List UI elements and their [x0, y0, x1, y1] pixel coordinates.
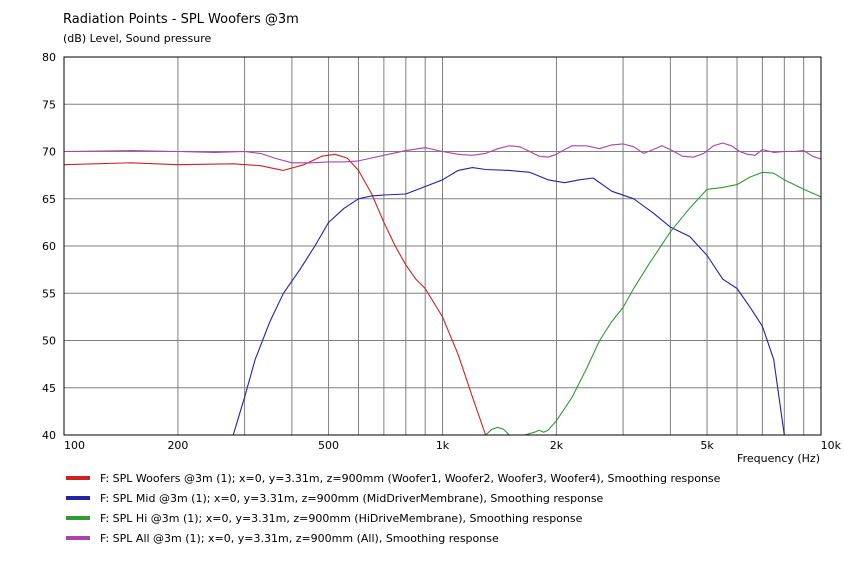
y-tick-label: 60: [42, 240, 56, 253]
y-tick-label: 65: [42, 193, 56, 206]
y-tick-label: 70: [42, 146, 56, 159]
y-tick-label: 40: [42, 429, 56, 442]
legend-label: F: SPL Mid @3m (1); x=0, y=3.31m, z=900m…: [100, 491, 604, 505]
x-tick-label: 5k: [700, 439, 714, 452]
legend-swatch: [66, 496, 90, 500]
series-line-2: [232, 167, 785, 436]
legend-item: F: SPL Hi @3m (1); x=0, y=3.31m, z=900mm…: [66, 508, 720, 528]
legend: F: SPL Woofers @3m (1); x=0, y=3.31m, z=…: [66, 468, 720, 548]
legend-label: F: SPL All @3m (1); x=0, y=3.31m, z=900m…: [100, 531, 499, 545]
x-tick-label: 200: [167, 439, 188, 452]
legend-item: F: SPL Mid @3m (1); x=0, y=3.31m, z=900m…: [66, 488, 720, 508]
frequency-response-chart: 80 75 70 65 60 55 50 45 40 100 200 500 1k 2k 5k 10k Fr…: [42, 51, 842, 465]
x-tick-label: 2k: [550, 439, 564, 452]
legend-swatch: [66, 516, 90, 520]
x-tick-label: 100: [64, 439, 85, 452]
legend-swatch: [66, 476, 90, 480]
legend-swatch: [66, 536, 90, 540]
series-line-4: [63, 142, 822, 164]
plot-frame: [63, 56, 822, 436]
series-line-1: [63, 153, 487, 436]
x-axis-label: Frequency (Hz): [737, 452, 820, 465]
x-tick-labels: 100 200 500 1k 2k 5k 10k: [64, 439, 842, 452]
legend-item: F: SPL Woofers @3m (1); x=0, y=3.31m, z=…: [66, 468, 720, 488]
legend-label: F: SPL Hi @3m (1); x=0, y=3.31m, z=900mm…: [100, 511, 583, 525]
y-tick-labels: 80 75 70 65 60 55 50 45 40: [42, 51, 56, 442]
y-tick-label: 80: [42, 51, 56, 64]
y-tick-label: 55: [42, 287, 56, 300]
y-tick-label: 45: [42, 382, 56, 395]
y-tick-label: 50: [42, 335, 56, 348]
y-axis-label: (dB) Level, Sound pressure: [63, 32, 212, 45]
x-tick-label: 500: [318, 439, 339, 452]
chart-title: Radiation Points - SPL Woofers @3m: [63, 12, 299, 27]
series-line-3: [485, 171, 822, 436]
legend-item: F: SPL All @3m (1); x=0, y=3.31m, z=900m…: [66, 528, 720, 548]
y-tick-label: 75: [42, 98, 56, 111]
x-tick-label: 10k: [821, 439, 842, 452]
legend-label: F: SPL Woofers @3m (1); x=0, y=3.31m, z=…: [100, 471, 721, 485]
x-tick-label: 1k: [436, 439, 450, 452]
